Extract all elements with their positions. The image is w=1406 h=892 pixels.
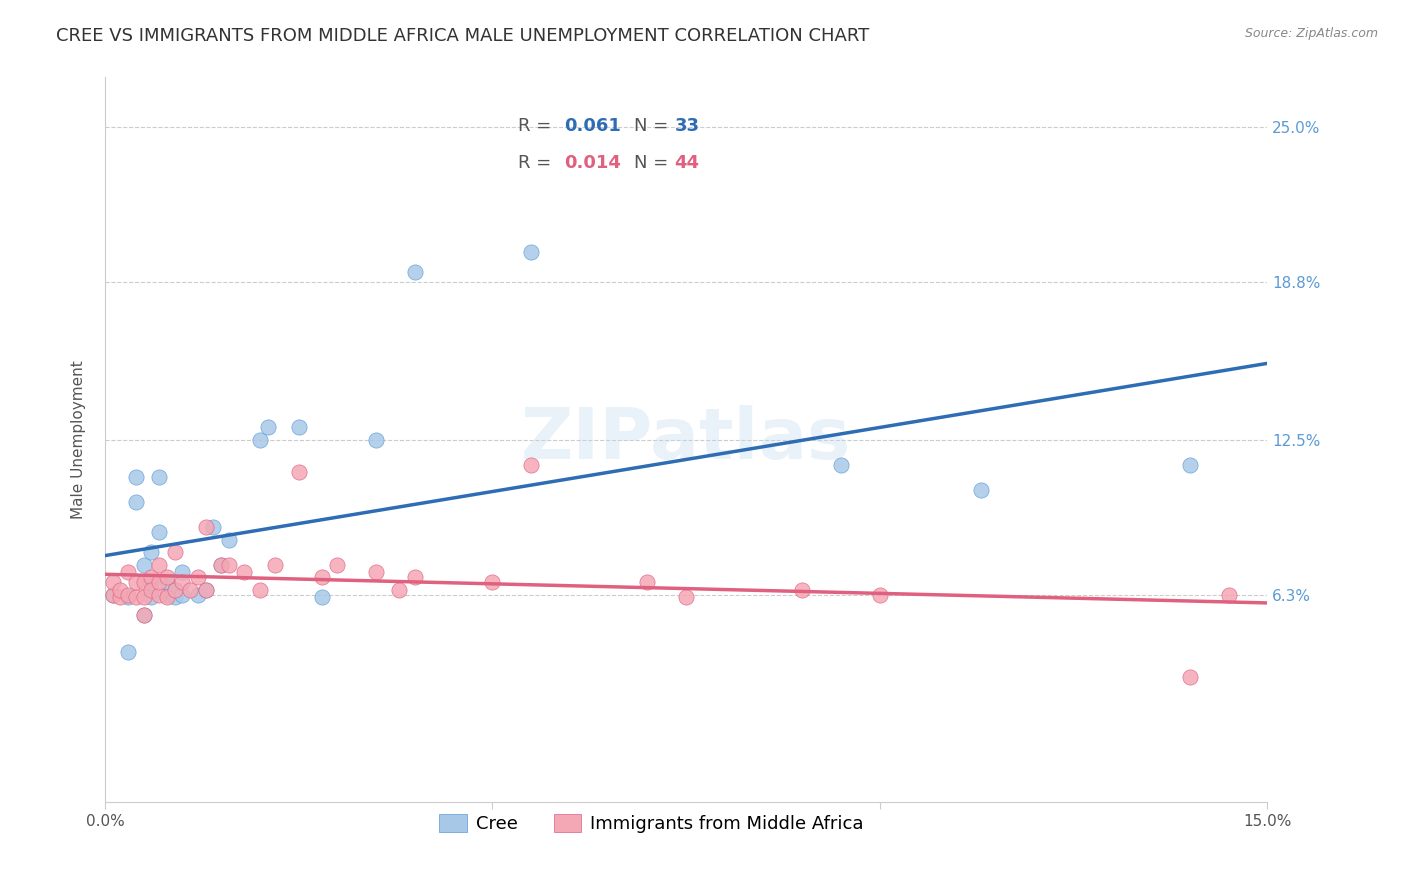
- Point: [520, 245, 543, 260]
- Text: N =: N =: [634, 153, 673, 171]
- Point: [163, 582, 186, 597]
- Point: [287, 420, 309, 434]
- Point: [163, 591, 186, 605]
- Point: [141, 575, 163, 590]
- Point: [110, 582, 132, 597]
- Point: [209, 558, 232, 572]
- Text: R =: R =: [517, 118, 557, 136]
- Point: [366, 433, 388, 447]
- Text: 44: 44: [675, 153, 700, 171]
- Point: [1218, 588, 1240, 602]
- Point: [792, 582, 814, 597]
- Text: Source: ZipAtlas.com: Source: ZipAtlas.com: [1244, 27, 1378, 40]
- Point: [125, 591, 148, 605]
- Point: [388, 582, 411, 597]
- Point: [287, 466, 309, 480]
- Point: [249, 582, 271, 597]
- Point: [132, 607, 155, 622]
- Point: [101, 575, 124, 590]
- Point: [156, 570, 179, 584]
- Point: [194, 582, 217, 597]
- Point: [187, 570, 209, 584]
- Point: [156, 588, 179, 602]
- Point: [366, 566, 388, 580]
- Text: R =: R =: [517, 153, 557, 171]
- Point: [148, 525, 170, 540]
- Point: [311, 570, 333, 584]
- Point: [249, 433, 271, 447]
- Legend: Cree, Immigrants from Middle Africa: Cree, Immigrants from Middle Africa: [429, 803, 875, 844]
- Point: [970, 483, 993, 497]
- Point: [187, 588, 209, 602]
- Point: [233, 566, 256, 580]
- Point: [869, 588, 891, 602]
- Point: [132, 575, 155, 590]
- Text: 33: 33: [675, 118, 700, 136]
- Text: 0.061: 0.061: [564, 118, 621, 136]
- Point: [117, 566, 139, 580]
- Point: [132, 607, 155, 622]
- Point: [117, 645, 139, 659]
- Point: [218, 558, 240, 572]
- Point: [194, 582, 217, 597]
- Point: [156, 575, 179, 590]
- Point: [172, 566, 194, 580]
- Point: [148, 575, 170, 590]
- Point: [117, 591, 139, 605]
- Point: [1178, 670, 1201, 684]
- Point: [172, 588, 194, 602]
- Point: [218, 533, 240, 547]
- Point: [148, 470, 170, 484]
- Point: [101, 588, 124, 602]
- Text: ZIPatlas: ZIPatlas: [522, 405, 851, 475]
- Point: [132, 558, 155, 572]
- Point: [1178, 458, 1201, 472]
- Text: CREE VS IMMIGRANTS FROM MIDDLE AFRICA MALE UNEMPLOYMENT CORRELATION CHART: CREE VS IMMIGRANTS FROM MIDDLE AFRICA MA…: [56, 27, 869, 45]
- Point: [148, 588, 170, 602]
- Point: [194, 520, 217, 534]
- Point: [202, 520, 225, 534]
- Point: [125, 575, 148, 590]
- Point: [125, 470, 148, 484]
- Point: [830, 458, 852, 472]
- Point: [179, 582, 201, 597]
- Point: [404, 265, 426, 279]
- Point: [141, 545, 163, 559]
- Point: [110, 591, 132, 605]
- Point: [481, 575, 503, 590]
- Point: [117, 588, 139, 602]
- Point: [172, 575, 194, 590]
- Text: N =: N =: [634, 118, 673, 136]
- Point: [637, 575, 659, 590]
- Point: [264, 558, 287, 572]
- Point: [101, 588, 124, 602]
- Point: [311, 591, 333, 605]
- Point: [404, 570, 426, 584]
- Point: [141, 591, 163, 605]
- Text: 0.014: 0.014: [564, 153, 621, 171]
- Point: [156, 591, 179, 605]
- Point: [125, 495, 148, 509]
- Point: [141, 582, 163, 597]
- Y-axis label: Male Unemployment: Male Unemployment: [72, 360, 86, 519]
- Point: [163, 582, 186, 597]
- Point: [256, 420, 278, 434]
- Point: [675, 591, 697, 605]
- Point: [148, 558, 170, 572]
- Point: [141, 570, 163, 584]
- Point: [209, 558, 232, 572]
- Point: [132, 591, 155, 605]
- Point: [520, 458, 543, 472]
- Point: [163, 545, 186, 559]
- Point: [326, 558, 349, 572]
